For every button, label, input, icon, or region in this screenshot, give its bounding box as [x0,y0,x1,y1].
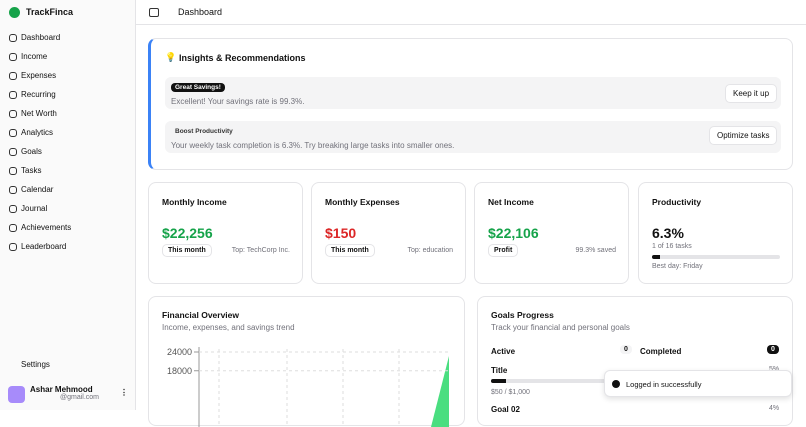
button[interactable]: Keep it up [725,84,778,103]
label: Completed [640,347,682,356]
stat-note: 99.3% saved [575,247,616,254]
goal-name: Title [491,366,508,375]
insight-text: Your weekly task completion is 6.3%. Try… [171,141,455,150]
nav-icon [9,148,17,156]
stat-tag: This month [325,244,375,257]
nav-item[interactable]: Analytics [21,128,54,137]
stat-value: 6.3% [652,225,684,241]
badge: Boost Productivity [175,128,233,135]
stat-tag: Profit [488,244,519,257]
toast: Logged in successfully [604,370,792,397]
stat-card: Productivity 6.3% 1 of 16 tasks Best day: F… [638,182,793,284]
nav-item[interactable]: Achievements [21,223,72,232]
nav-item[interactable]: Goals [21,147,42,156]
stat-card: Monthly Expenses $150 This month Top: educa… [311,182,466,284]
nav-icon [9,53,17,61]
insights-title: Insights & Recommendations [179,53,306,63]
stat-note: Top: education [407,247,453,254]
overview-card: Financial Overview Income, expenses, and… [148,296,465,427]
nav-icon [9,167,17,175]
nav-icon [9,72,17,80]
progress-fill [652,255,661,259]
insight-item: Great Savings! Excellent! Your savings r… [165,77,781,109]
goal-percent: 4% [769,405,780,412]
toast-text: Logged in successfully [626,380,702,389]
goal-amount: $50 / $1,000 [491,389,530,396]
nav-item[interactable]: Net Worth [21,109,57,118]
count: 0 [767,345,779,354]
nav-icon [9,205,17,213]
user-email: @gmail.com [60,394,100,401]
nav-item[interactable]: Recurring [21,90,56,99]
card-subtitle: Income, expenses, and savings trend [162,323,295,332]
area [431,356,449,427]
stat-value: $22,256 [162,225,213,241]
goal-percent: 5% [769,366,779,373]
nav-item[interactable]: Leaderboard [21,242,67,251]
stat-card: Net Income $22,106 Profit 99.3% saved [474,182,629,284]
stat-tag: This month [162,244,212,257]
stat-value: $22,106 [488,225,539,241]
stat-note: Best day: Friday [652,263,703,270]
nav-icon [9,224,17,232]
card-title: Goals Progress [491,310,554,320]
stat-title: Net Income [488,197,534,207]
grid-decor [218,349,400,427]
goal-fill [491,379,506,383]
toggle-icon[interactable] [149,8,159,17]
user-name: Ashar Mehmood [30,385,93,394]
nav-item[interactable]: Income [21,52,48,61]
y-tick-label: 24000 [167,347,192,357]
stat-note: Top: TechCorp Inc. [231,247,290,254]
nav-item[interactable]: Dashboard [21,33,61,42]
nav-icon [9,243,17,251]
insights-card: Insights & Recommendations 💡 Great Savin… [148,38,793,170]
stat-title: Monthly Expenses [325,197,400,207]
sidebar: TrackFinca Dashboard Income Expenses Recurr… [0,0,136,410]
check-icon [612,380,620,388]
nav-item[interactable]: Tasks [21,166,42,175]
bulb-icon: 💡 [165,52,177,62]
label: Active [491,347,516,356]
header-title: Dashboard [178,7,223,17]
logo [9,7,20,18]
nav-icon [9,91,17,99]
nav-icon [9,110,17,118]
badge: Great Savings! [171,83,225,92]
goals-card: Goals Progress Track your financial and … [477,296,793,426]
nav-icon [9,186,17,194]
nav-item[interactable]: Expenses [21,71,57,80]
stat-title: Productivity [652,197,702,207]
nav-item[interactable]: Settings [21,360,50,369]
y-tick-label: 18000 [167,366,192,376]
nav-icon [9,34,17,42]
insight-text: Excellent! Your savings rate is 99.3%. [171,97,305,106]
button[interactable]: Optimize tasks [709,126,778,145]
chart: 24000 18000 [167,347,449,427]
header: Dashboard [135,0,806,25]
count: 0 [620,345,632,354]
avatar [8,386,25,403]
menu-icon[interactable]: ⋮ [120,388,128,397]
nav-item[interactable]: Calendar [21,185,54,194]
app-name: TrackFinca [26,7,74,17]
progress-bar [652,255,780,259]
stat-card: Monthly Income $22,256 This month Top: Tech… [148,182,303,284]
nav-icon [9,129,17,137]
card-subtitle: Track your financial and personal goals [491,323,630,332]
insight-item: Boost Productivity Your weekly task comp… [165,121,781,153]
stat-sub: 1 of 16 tasks [652,243,692,250]
stat-title: Monthly Income [162,197,227,207]
stat-value: $150 [325,225,357,241]
nav-item[interactable]: Journal [21,204,48,213]
card-title: Financial Overview [162,310,240,320]
